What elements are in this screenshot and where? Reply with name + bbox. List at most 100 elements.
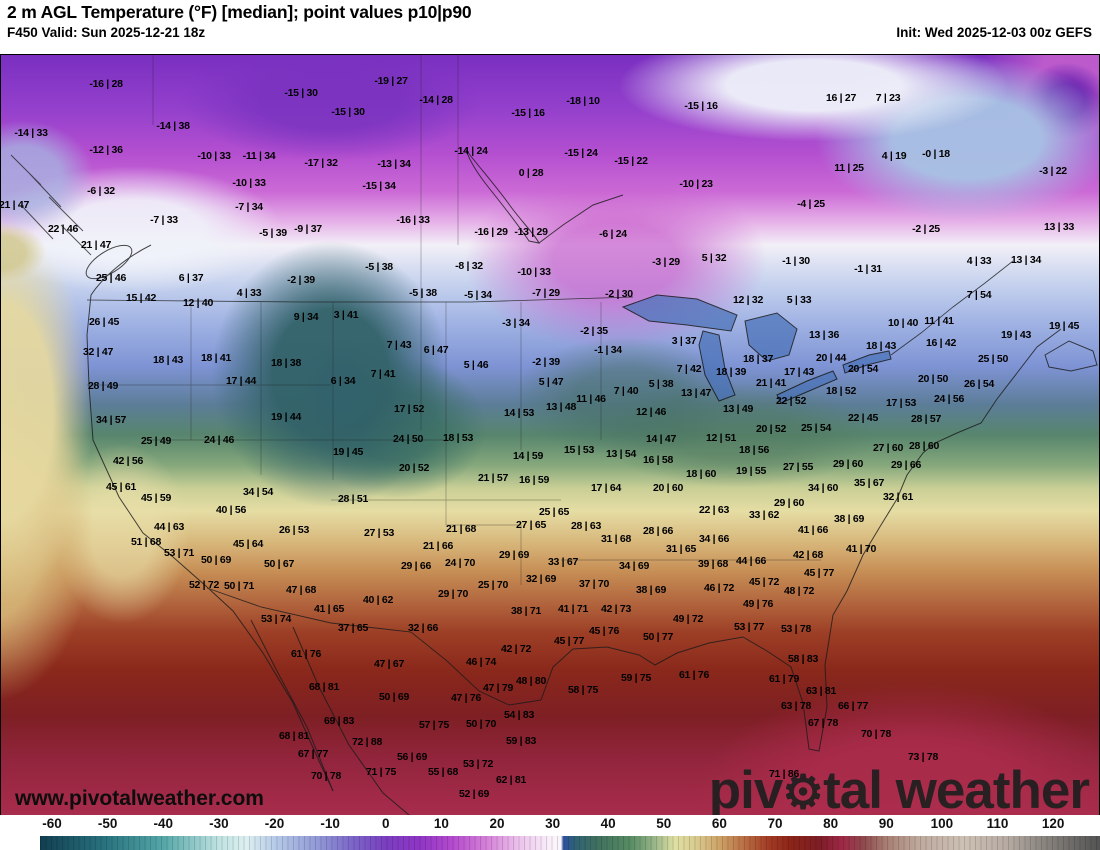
point-value: 38 | 71 (510, 605, 542, 617)
colorbar-tick-label: 40 (600, 816, 616, 831)
point-value: 5 | 46 (463, 359, 489, 371)
point-value: 32 | 47 (82, 346, 114, 358)
map-title: 2 m AGL Temperature (°F) [median]; point… (7, 2, 472, 22)
point-value: 25 | 49 (140, 435, 172, 447)
point-value: 16 | 58 (642, 454, 674, 466)
point-value: 58 | 83 (787, 653, 819, 665)
point-value: 67 | 78 (807, 717, 839, 729)
point-value: 7 | 42 (676, 363, 702, 375)
point-value: 34 | 57 (95, 414, 127, 426)
colorbar-tick-label: 50 (656, 816, 672, 831)
point-value: 19 | 55 (735, 465, 767, 477)
point-value: 22 | 52 (775, 395, 807, 407)
point-value: 38 | 69 (635, 584, 667, 596)
point-value: 33 | 62 (748, 509, 780, 521)
point-value: 18 | 37 (742, 353, 774, 365)
point-value: 39 | 68 (697, 558, 729, 570)
point-value: 29 | 70 (437, 588, 469, 600)
point-value: 20 | 60 (652, 482, 684, 494)
point-value: 26 | 45 (88, 316, 120, 328)
point-value: 28 | 49 (87, 380, 119, 392)
point-value: 20 | 52 (398, 462, 430, 474)
point-value: 50 | 67 (263, 558, 295, 570)
point-value: -4 | 25 (797, 198, 825, 210)
point-value: 13 | 49 (722, 403, 754, 415)
point-value: 16 | 42 (925, 337, 957, 349)
point-value: 3 | 41 (333, 309, 359, 321)
point-value: 47 | 68 (285, 584, 317, 596)
point-value: -15 | 34 (362, 180, 396, 192)
point-value: 10 | 40 (887, 317, 919, 329)
state-borders (87, 55, 821, 585)
point-value: 48 | 72 (783, 585, 815, 597)
point-value: 25 | 54 (800, 422, 832, 434)
point-value: 28 | 66 (642, 525, 674, 537)
point-value: -5 | 34 (464, 289, 492, 301)
point-value: 54 | 83 (503, 709, 535, 721)
point-value: 21 | 66 (422, 540, 454, 552)
point-value: 70 | 78 (310, 770, 342, 782)
point-value: -16 | 28 (89, 78, 123, 90)
point-value: 9 | 34 (293, 311, 319, 323)
colorbar-tick-label: 100 (930, 816, 954, 831)
point-value: 12 | 51 (705, 432, 737, 444)
point-value: 20 | 52 (755, 423, 787, 435)
point-value: -14 | 28 (419, 94, 453, 106)
colorbar-tick-label: 0 (381, 816, 390, 831)
point-value: 50 | 70 (465, 718, 497, 730)
point-value: 4 | 19 (881, 150, 907, 162)
point-value: 47 | 67 (373, 658, 405, 670)
point-value: -3 | 34 (502, 317, 530, 329)
point-value: 11 | 41 (924, 315, 954, 327)
point-value: 48 | 80 (515, 675, 547, 687)
point-value: -15 | 16 (684, 100, 718, 112)
point-value: 17 | 44 (225, 375, 257, 387)
point-value: -1 | 30 (782, 255, 810, 267)
point-value: -0 | 18 (922, 148, 950, 160)
colorbar-cell-lines (40, 836, 1100, 850)
point-value: 69 | 83 (323, 715, 355, 727)
point-value: 7 | 43 (386, 339, 412, 351)
point-value: 17 | 53 (885, 397, 917, 409)
point-value: 6 | 47 (423, 344, 449, 356)
point-value: 21 | 47 (80, 239, 112, 251)
point-value: 63 | 78 (780, 700, 812, 712)
point-value: 40 | 56 (215, 504, 247, 516)
header: 2 m AGL Temperature (°F) [median]; point… (0, 0, 1100, 54)
point-value: 21 | 41 (755, 377, 787, 389)
point-value: 18 | 43 (152, 354, 184, 366)
point-value: -5 | 38 (409, 287, 437, 299)
point-value: 4 | 33 (966, 255, 992, 267)
colorbar-tick-label: 10 (433, 816, 449, 831)
point-value: 19 | 45 (332, 446, 364, 458)
point-value: -11 | 34 (242, 150, 276, 162)
point-value: 15 | 42 (125, 292, 157, 304)
point-value: -13 | 29 (514, 226, 548, 238)
point-value: 45 | 64 (232, 538, 264, 550)
point-value: 42 | 72 (500, 643, 532, 655)
point-value: -10 | 33 (197, 150, 231, 162)
point-value: -10 | 33 (517, 266, 551, 278)
colorbar-tick-label: -40 (153, 816, 173, 831)
point-value: 57 | 75 (418, 719, 450, 731)
point-value: -15 | 22 (614, 155, 648, 167)
colorbar-ticks: -60 -50 -40 -30 -20 -10 0 10 20 30 40 50 60 70 80 90 100… (0, 816, 1100, 833)
point-value: 44 | 66 (735, 555, 767, 567)
valid-time: F450 Valid: Sun 2025-12-21 18z (7, 25, 206, 40)
colorbar-gradient (40, 836, 1100, 850)
gulf-of-california (250, 619, 410, 815)
point-value: 11 | 46 (576, 393, 606, 405)
point-value: -15 | 24 (564, 147, 598, 159)
point-value: 7 | 41 (370, 368, 396, 380)
nova-scotia (1044, 340, 1098, 372)
colorbar-tick-label: -60 (42, 816, 62, 831)
point-value: 42 | 56 (112, 455, 144, 467)
colorbar-tick-label: 20 (489, 816, 505, 831)
point-value: 19 | 43 (1000, 329, 1032, 341)
point-value: -10 | 33 (232, 177, 266, 189)
point-value: 16 | 27 (825, 92, 857, 104)
point-value: 50 | 77 (642, 631, 674, 643)
point-value: -1 | 31 (854, 263, 882, 275)
point-value: -16 | 29 (474, 226, 508, 238)
